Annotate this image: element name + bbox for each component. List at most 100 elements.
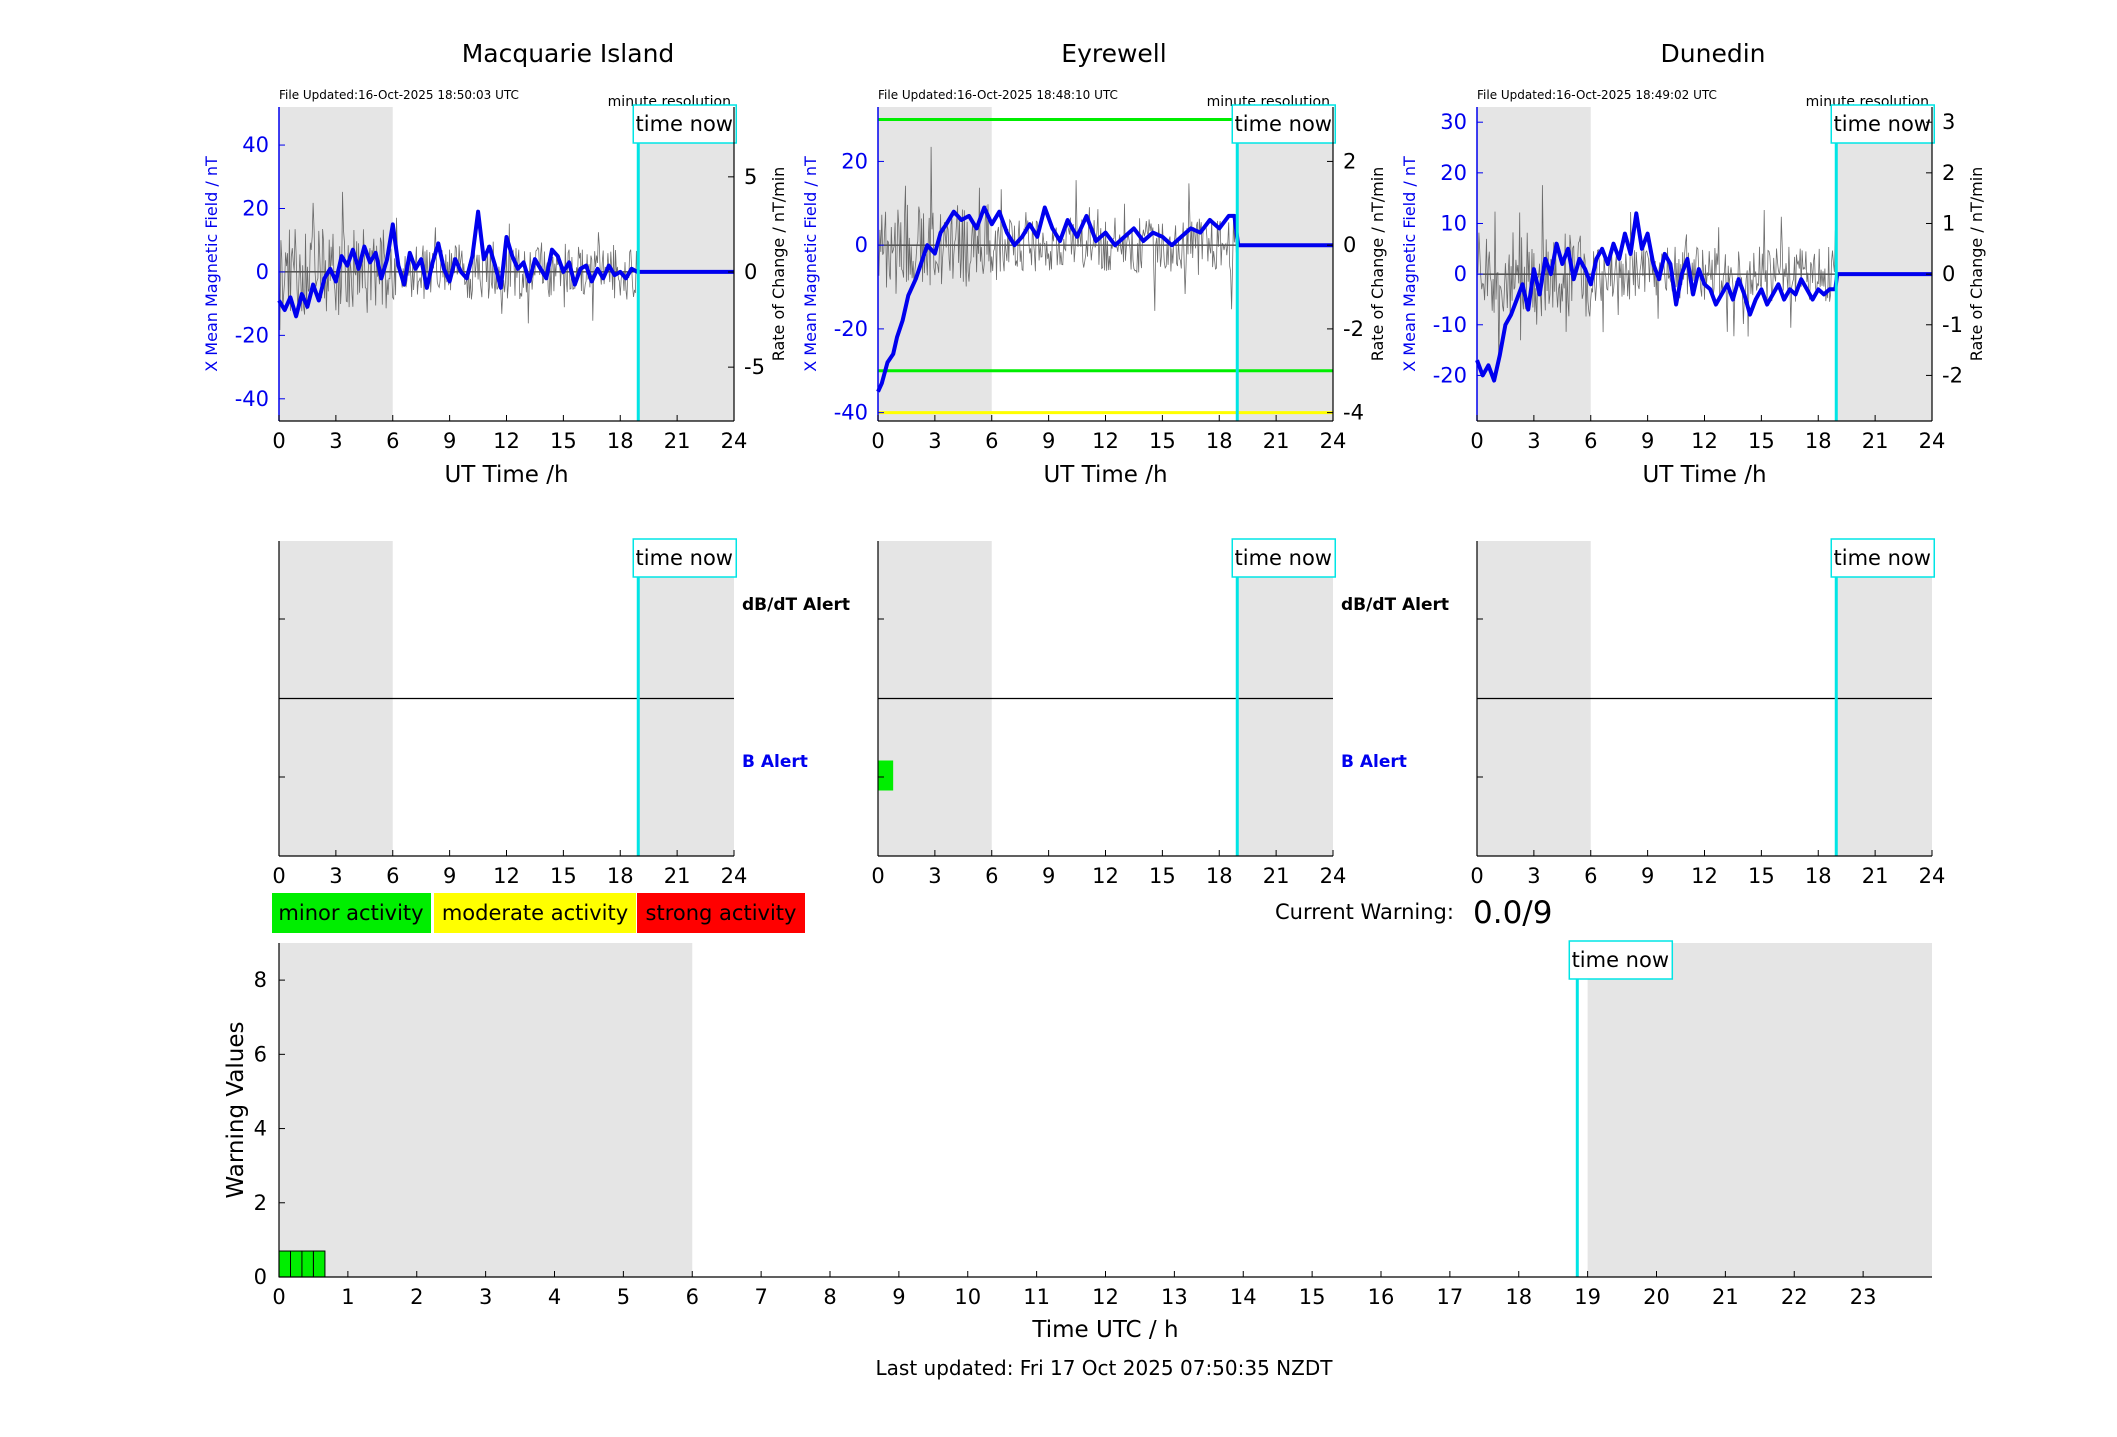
alert-x-tick-label: 24 xyxy=(1919,864,1946,888)
station-x-axis-label: UT Time /h xyxy=(1642,462,1766,488)
warning-x-tick-label: 18 xyxy=(1505,1285,1532,1309)
station-x-tick-label: 15 xyxy=(1149,429,1176,453)
legend-minor-swatch xyxy=(272,893,431,933)
alert-x-tick-label: 21 xyxy=(664,864,691,888)
station-x-tick-label: 15 xyxy=(550,429,577,453)
station-shade-0 xyxy=(279,107,393,421)
y-tick-label-left: -20 xyxy=(1433,363,1467,387)
station-shade-1 xyxy=(639,107,734,421)
y-tick-label-left: 20 xyxy=(841,149,868,173)
alert-x-tick-label: 9 xyxy=(443,864,456,888)
y-tick-label-left: 20 xyxy=(1440,161,1467,185)
warning-x-tick-label: 19 xyxy=(1574,1285,1601,1309)
warning-y-tick-label: 0 xyxy=(254,1265,267,1289)
station-time-now-box xyxy=(632,104,738,144)
warning-bar xyxy=(278,1250,292,1278)
station-shade-1 xyxy=(1837,107,1932,421)
station-x-tick-label: 6 xyxy=(386,429,399,453)
y-tick-label-left: 10 xyxy=(1440,211,1467,235)
warning-x-tick-label: 20 xyxy=(1643,1285,1670,1309)
y-tick-label-right: -5 xyxy=(744,355,765,379)
station-x-axis-label: UT Time /h xyxy=(1043,462,1167,488)
y-tick-label-left: 0 xyxy=(1454,262,1467,286)
alert-time-now-label: time now xyxy=(636,546,733,570)
station-x-tick-label: 21 xyxy=(1263,429,1290,453)
warning-x-tick-label: 9 xyxy=(892,1285,905,1309)
alert-x-tick-label: 0 xyxy=(1470,864,1483,888)
station-time-now-label: time now xyxy=(636,112,733,136)
y-tick-label-right: -2 xyxy=(1343,317,1364,341)
warning-x-tick-label: 23 xyxy=(1850,1285,1877,1309)
station-x-tick-label: 9 xyxy=(1042,429,1055,453)
station-time-now-label: time now xyxy=(1235,112,1332,136)
station-panel-3: Dunedin File Updated:16-Oct-2025 18:49:02… xyxy=(1400,39,1986,488)
station-x-tick-label: 3 xyxy=(928,429,941,453)
alert-x-tick-label: 3 xyxy=(928,864,941,888)
alert-x-tick-label: 15 xyxy=(1748,864,1775,888)
alert-x-tick-label: 6 xyxy=(985,864,998,888)
warning-x-tick-label: 1 xyxy=(341,1285,354,1309)
y-tick-label-right: -4 xyxy=(1343,401,1364,425)
alert-x-tick-label: 24 xyxy=(721,864,748,888)
warning-x-tick-label: 0 xyxy=(272,1285,285,1309)
station-x-tick-label: 6 xyxy=(985,429,998,453)
y-axis-label-right: Rate of Change / nT/min xyxy=(769,167,788,362)
station-x-tick-label: 18 xyxy=(1805,429,1832,453)
y-axis-label-left: X Mean Magnetic Field / nT xyxy=(1400,156,1419,372)
rate-of-change-line xyxy=(1476,185,1836,366)
warning-x-tick-label: 22 xyxy=(1781,1285,1808,1309)
alert-time-now-box xyxy=(1231,538,1337,578)
legend-strong-label: strong activity xyxy=(646,901,797,925)
y-tick-label-left: 30 xyxy=(1440,110,1467,134)
alert-x-tick-label: 15 xyxy=(1149,864,1176,888)
alert-x-tick-label: 24 xyxy=(1320,864,1347,888)
warning-x-tick-label: 15 xyxy=(1299,1285,1326,1309)
y-tick-label-left: 40 xyxy=(242,133,269,157)
dbdt-alert-label: dB/dT Alert xyxy=(742,595,850,615)
alert-x-tick-label: 6 xyxy=(386,864,399,888)
station-x-tick-label: 3 xyxy=(1527,429,1540,453)
y-axis-label-right: Rate of Change / nT/min xyxy=(1967,167,1986,362)
y-tick-label-right: 0 xyxy=(1343,233,1356,257)
station-panel-1: Macquarie Island File Updated:16-Oct-2025… xyxy=(202,39,788,488)
y-tick-label-right: 0 xyxy=(1942,262,1955,286)
warning-y-tick-label: 8 xyxy=(254,968,267,992)
alert-x-tick-label: 21 xyxy=(1862,864,1889,888)
y-tick-label-left: -40 xyxy=(235,387,269,411)
file-updated-text: File Updated:16-Oct-2025 18:49:02 UTC xyxy=(1477,88,1717,102)
warning-x-tick-label: 3 xyxy=(479,1285,492,1309)
current-warning-value: 0.0/9 xyxy=(1473,895,1552,931)
station-x-tick-label: 18 xyxy=(607,429,634,453)
warning-y-axis-label: Warning Values xyxy=(223,1021,249,1198)
alert-time-now-box xyxy=(632,538,738,578)
station-title: Dunedin xyxy=(1661,39,1766,68)
warning-x-tick-label: 11 xyxy=(1023,1285,1050,1309)
y-axis-label-right: Rate of Change / nT/min xyxy=(1368,167,1387,362)
alert-time-now-label: time now xyxy=(1235,546,1332,570)
y-tick-label-left: -20 xyxy=(235,323,269,347)
warning-x-tick-label: 17 xyxy=(1437,1285,1464,1309)
station-shade-1 xyxy=(1238,107,1333,421)
station-time-now-box xyxy=(1830,104,1936,144)
warning-x-tick-label: 21 xyxy=(1712,1285,1739,1309)
warning-x-tick-label: 10 xyxy=(954,1285,981,1309)
warning-time-now-box xyxy=(1568,940,1674,980)
y-axis-label-left: X Mean Magnetic Field / nT xyxy=(202,156,221,372)
warning-time-now-label: time now xyxy=(1572,948,1669,972)
warning-shade-1 xyxy=(1587,943,1932,1277)
legend-strong-swatch xyxy=(637,893,805,933)
warning-shade-0 xyxy=(279,943,693,1277)
alert-panel-2: time now dB/dT Alert B Alert 0 3 6 9 12 15 18 21 24 xyxy=(871,538,1449,888)
station-x-tick-label: 24 xyxy=(1919,429,1946,453)
legend-minor-label: minor activity xyxy=(278,901,423,925)
warning-x-tick-label: 2 xyxy=(410,1285,423,1309)
station-x-tick-label: 15 xyxy=(1748,429,1775,453)
y-tick-label-right: 3 xyxy=(1942,110,1955,134)
y-tick-label-right: -1 xyxy=(1942,313,1963,337)
warning-x-tick-label: 16 xyxy=(1368,1285,1395,1309)
y-tick-label-right: 5 xyxy=(744,165,757,189)
warning-bar xyxy=(312,1250,326,1278)
warning-bar xyxy=(290,1250,303,1278)
